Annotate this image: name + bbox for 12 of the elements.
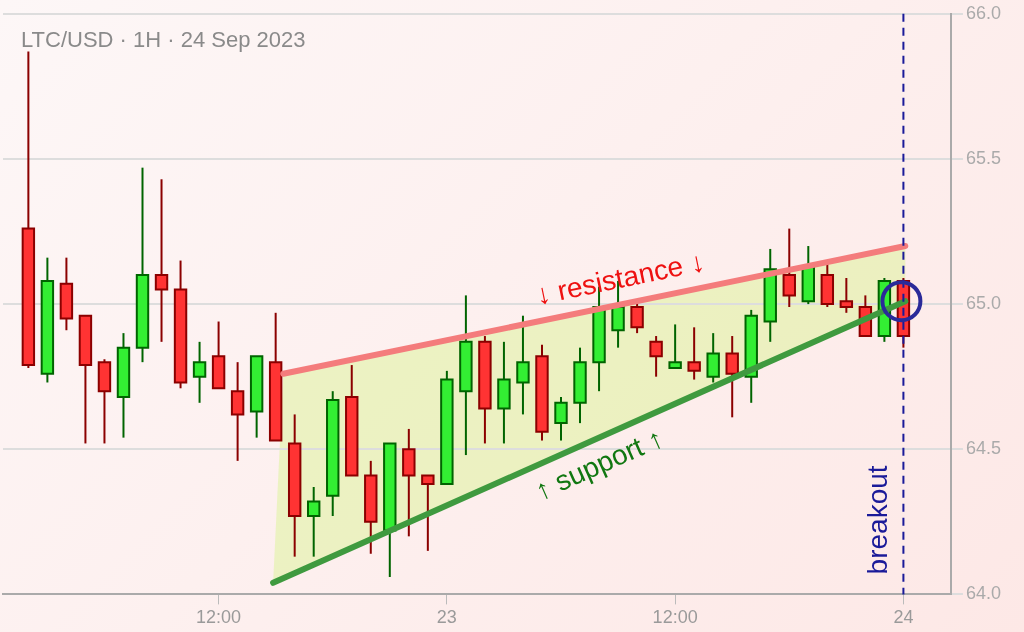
y-tick-label: 66.0 [965, 2, 1002, 23]
text: ↓ resistance ↓ [533, 245, 708, 311]
y-tick-label: 65.5 [965, 147, 1002, 168]
x-tick-label: 12:00 [196, 607, 242, 628]
x-tick-label: 24 [893, 607, 914, 628]
text: LTC/USD · 1H · 24 Sep 2023 [21, 27, 306, 53]
y-tick-label: 65.0 [965, 293, 1002, 314]
ref-line-label: breakout [862, 465, 894, 575]
y-tick-label: 64.0 [965, 583, 1002, 604]
x-tick-label: 12:00 [652, 607, 698, 628]
x-tick-label: 23 [436, 607, 457, 628]
y-tick-label: 64.5 [965, 438, 1002, 459]
